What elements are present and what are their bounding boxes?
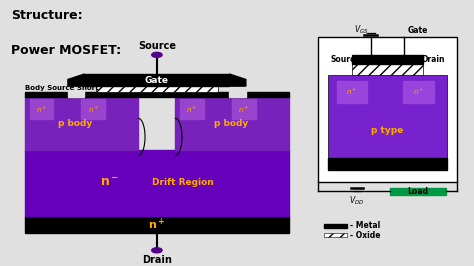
Bar <box>403 81 434 103</box>
Text: - Oxide: - Oxide <box>350 231 381 240</box>
Ellipse shape <box>152 248 162 253</box>
Bar <box>232 99 255 119</box>
Text: Power MOSFET:: Power MOSFET: <box>11 44 121 57</box>
Text: $\mathbf{n^+}$: $\mathbf{n^+}$ <box>148 217 165 232</box>
Bar <box>318 37 457 182</box>
Text: Drain: Drain <box>421 55 444 64</box>
Text: $n^+$: $n^+$ <box>36 104 47 115</box>
Text: $n^+$: $n^+$ <box>346 87 358 97</box>
Bar <box>328 74 447 170</box>
Text: p body: p body <box>214 119 248 128</box>
Text: $V_{DD}$: $V_{DD}$ <box>349 194 365 207</box>
Text: $n^+$: $n^+$ <box>186 104 198 115</box>
Bar <box>337 81 367 103</box>
Text: - Metal: - Metal <box>350 221 380 230</box>
Bar <box>25 92 289 97</box>
Bar <box>328 158 447 170</box>
Text: Body Source Short: Body Source Short <box>25 85 99 91</box>
Polygon shape <box>229 74 246 86</box>
Bar <box>30 99 54 119</box>
Bar <box>352 55 423 64</box>
Ellipse shape <box>152 52 162 57</box>
Text: Gate: Gate <box>145 76 169 85</box>
Bar <box>82 99 105 119</box>
Text: $n^+$: $n^+$ <box>413 87 424 97</box>
Text: p type: p type <box>372 126 404 135</box>
Text: p body: p body <box>58 119 92 128</box>
Text: Gate: Gate <box>408 26 428 35</box>
Text: Source: Source <box>331 55 361 64</box>
Text: Load: Load <box>408 187 428 196</box>
Bar <box>175 97 289 150</box>
Text: $V_{GS}$: $V_{GS}$ <box>354 23 368 36</box>
Text: $\mathbf{n^-}$: $\mathbf{n^-}$ <box>100 176 119 189</box>
Text: Drain: Drain <box>142 255 172 265</box>
Text: Source: Source <box>138 41 176 51</box>
Bar <box>96 86 218 92</box>
Text: Structure:: Structure: <box>11 9 82 22</box>
Bar <box>229 74 246 97</box>
Bar <box>390 188 446 194</box>
Text: Drift Region: Drift Region <box>153 178 214 188</box>
Bar <box>68 74 84 97</box>
Bar <box>180 99 204 119</box>
Bar <box>25 216 289 233</box>
Bar <box>25 97 138 150</box>
Bar <box>25 150 289 216</box>
Bar <box>352 64 423 74</box>
Bar <box>324 224 347 228</box>
Text: $n^+$: $n^+$ <box>88 104 99 115</box>
Text: $n^+$: $n^+$ <box>238 104 249 115</box>
Bar <box>324 233 347 237</box>
Polygon shape <box>68 74 84 86</box>
Bar <box>84 74 229 86</box>
